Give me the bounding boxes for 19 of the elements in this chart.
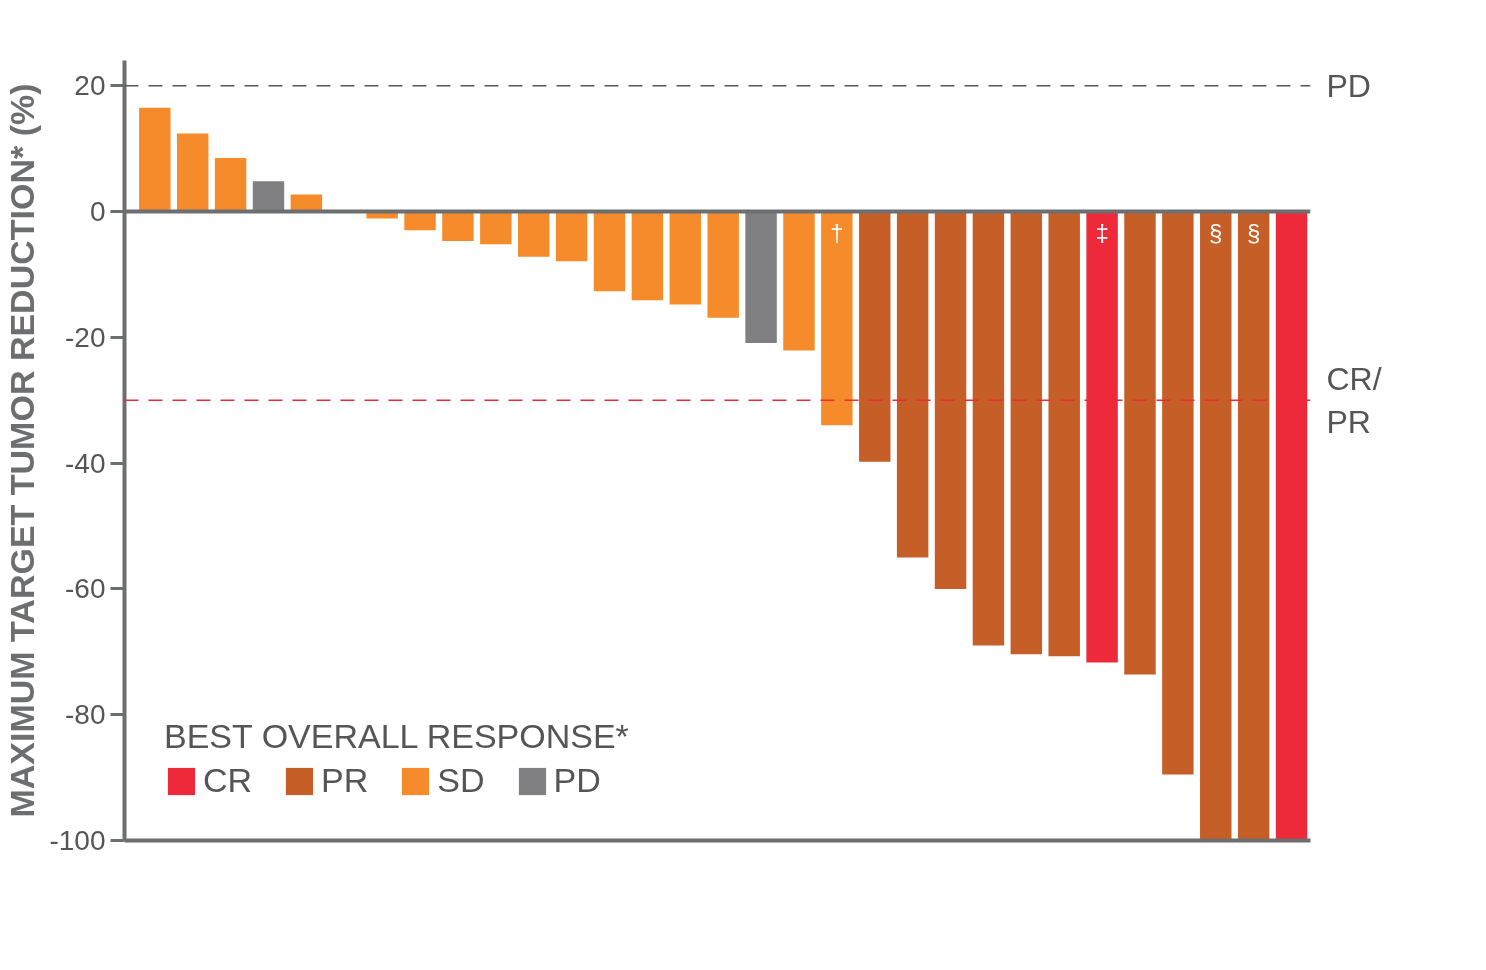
- y-tick-label: -40: [65, 447, 106, 479]
- y-tick-label: 0: [89, 195, 106, 227]
- y-axis-title: MAXIMUM TARGET TUMOR REDUCTION* (%): [3, 83, 42, 818]
- legend-label: CR: [203, 761, 253, 800]
- legend-label: SD: [437, 761, 485, 800]
- y-tick-label: -20: [65, 321, 106, 353]
- data-label: §: [1209, 219, 1223, 247]
- ref-line-label: CR/ PR: [1326, 360, 1382, 440]
- y-tick-label: -60: [65, 573, 106, 605]
- data-label: §: [1246, 219, 1261, 247]
- legend-label: PR: [321, 761, 369, 800]
- legend-label: PD: [553, 761, 601, 800]
- y-tick-label: -80: [65, 699, 106, 731]
- y-tick-label: -100: [49, 825, 106, 856]
- y-tick-label: 20: [74, 70, 106, 102]
- ref-line-label: PD: [1326, 67, 1371, 104]
- data-label: ‡: [1095, 219, 1109, 247]
- data-label: †: [830, 219, 844, 247]
- legend-title: BEST OVERALL RESPONSE*: [164, 717, 629, 756]
